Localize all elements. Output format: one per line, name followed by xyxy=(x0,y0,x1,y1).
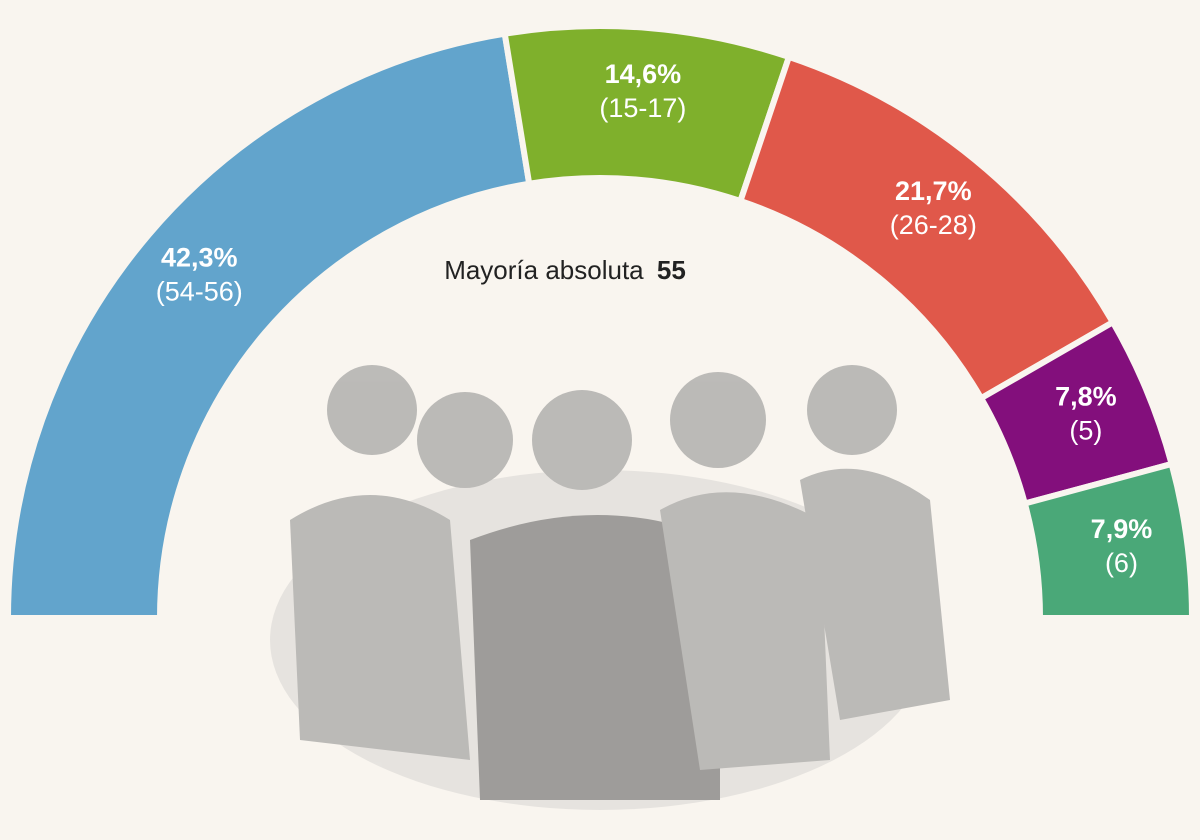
seats-label: (6) xyxy=(1105,548,1138,578)
segment xyxy=(1021,460,1196,621)
majority-annotation: Mayoría absoluta 55 xyxy=(444,255,686,285)
segments xyxy=(4,23,1196,621)
value-label: 42,3% xyxy=(161,242,238,272)
seats-label: (54-56) xyxy=(156,276,243,306)
value-label: 7,9% xyxy=(1091,514,1153,544)
seats-label: (15-17) xyxy=(599,93,686,123)
segment xyxy=(4,30,533,621)
seats-label: (5) xyxy=(1069,416,1102,446)
majority-text: Mayoría absoluta xyxy=(444,255,644,285)
value-label: 21,7% xyxy=(895,176,972,206)
value-label: 7,8% xyxy=(1055,382,1117,412)
seats-label: (26-28) xyxy=(890,210,977,240)
value-label: 14,6% xyxy=(605,59,682,89)
photo-placeholder xyxy=(270,365,950,810)
majority-value: 55 xyxy=(657,255,686,285)
